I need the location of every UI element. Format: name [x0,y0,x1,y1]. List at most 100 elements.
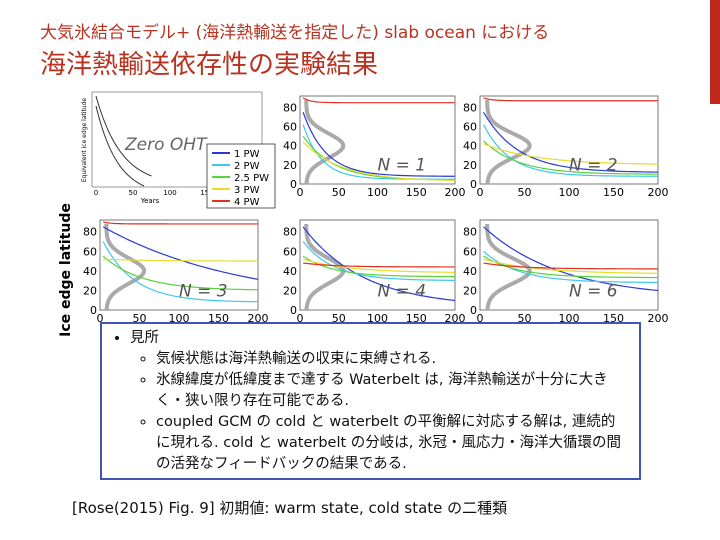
y-tick-label: 20 [83,284,97,297]
y-tick-label: 40 [83,265,97,278]
note-item: 気候状態は海洋熱輸送の収束に束縛される. [156,349,629,370]
x-tick-label: 200 [248,312,269,325]
gray-curve [104,223,147,311]
x-tick-label: 0 [97,312,104,325]
x-tick-label: 50 [518,186,532,199]
curve [483,226,659,292]
y-tick-label: 40 [283,140,297,153]
notes-heading: 見所 [130,328,629,349]
x-tick-label: 150 [406,312,427,325]
curve [483,140,659,175]
legend-label: 3 PW [234,185,260,196]
plot-frame [99,219,259,311]
accent-bar [710,0,720,104]
curve [103,258,259,262]
x-tick-label: 200 [445,312,466,325]
y-tick-label: 60 [283,121,297,134]
y-tick-label: 20 [283,159,297,172]
y-tick-label: 20 [463,159,477,172]
y-tick-label: 80 [83,226,97,239]
curve [483,250,659,283]
legend: 1 PW2 PW2.5 PW3 PW4 PW [206,143,276,209]
note-item: 氷線緯度が低緯度まで達する Waterbelt は, 海洋熱輸送が十分に大きく・… [156,370,629,412]
x-tick-label: 100 [559,312,580,325]
inset-y-label: Equivalent ice edge latitude [81,98,88,183]
subplot: 0 20 40 60 80 0 50 100 150 200 N = 3 [83,219,269,325]
x-tick-label: 100 [169,312,190,325]
curve [102,241,259,303]
x-tick-label: 50 [518,312,532,325]
x-tick-label: 0 [477,312,484,325]
y-tick-label: 80 [283,101,297,114]
y-tick-label: 40 [463,140,477,153]
x-tick-label: 50 [332,312,346,325]
curve [483,255,659,279]
subplot: 0 20 40 60 80 0 50 100 150 200 N = 1 [283,95,466,199]
y-axis-label: Ice edge latitude [58,203,74,337]
gray-curve [485,99,532,185]
y-tick-label: 0 [470,304,477,317]
y-tick-label: 0 [290,304,297,317]
inset-x-tick: 100 [163,189,176,197]
x-tick-label: 50 [332,186,346,199]
x-tick-label: 150 [406,186,427,199]
note-item: coupled GCM の cold と waterbelt の平衡解に対応する… [156,412,629,475]
inset-curve [95,105,145,187]
curve [302,97,455,104]
curve [302,141,456,182]
y-tick-label: 60 [463,121,477,134]
y-tick-label: 80 [283,226,297,239]
panel-label: N = 3 [179,281,228,301]
x-tick-label: 200 [648,186,669,199]
y-tick-label: 60 [463,245,477,258]
notes-box: 見所 気候状態は海洋熱輸送の収束に束縛される.氷線緯度が低緯度まで達する Wat… [100,322,641,480]
curve [303,262,456,268]
inset-label: Zero OHT [124,135,208,155]
x-tick-label: 100 [367,312,388,325]
curve [483,262,659,270]
panel-label: N = 6 [569,281,618,301]
plot-frame [299,95,456,185]
inset-curve [95,95,152,177]
curve [302,112,456,177]
y-tick-label: 40 [463,265,477,278]
x-tick-label: 0 [477,186,484,199]
y-tick-label: 80 [463,226,477,239]
y-tick-label: 0 [290,178,297,191]
inset-x-tick: 50 [129,189,138,197]
x-tick-label: 50 [133,312,147,325]
curve [302,241,456,281]
caption: [Rose(2015) Fig. 9] 初期値: warm state, col… [72,499,508,517]
inset-x-label: Years [140,197,160,205]
x-tick-label: 100 [559,186,580,199]
curve [483,143,659,165]
x-tick-label: 0 [297,186,304,199]
y-tick-label: 0 [90,304,97,317]
panel-label: N = 4 [378,281,427,301]
legend-label: 2.5 PW [234,173,269,184]
notes-list: 気候状態は海洋熱輸送の収束に束縛される.氷線緯度が低緯度まで達する Waterb… [130,349,629,475]
x-tick-label: 100 [367,186,388,199]
legend-label: 4 PW [234,197,260,208]
x-tick-label: 200 [648,312,669,325]
y-tick-label: 20 [463,284,477,297]
x-tick-label: 200 [445,186,466,199]
curve [302,255,456,278]
panel-label: N = 2 [569,156,618,176]
curve [483,258,659,274]
curve [103,221,258,225]
plot-frame [479,95,659,185]
y-tick-label: 80 [463,101,477,114]
curve [483,97,658,102]
x-tick-label: 0 [297,312,304,325]
legend-label: 1 PW [234,149,260,160]
y-tick-label: 40 [283,265,297,278]
y-tick-label: 60 [283,245,297,258]
y-tick-label: 60 [83,245,97,258]
y-tick-label: 20 [283,284,297,297]
inset-x-tick: 0 [94,189,98,197]
y-tick-label: 0 [470,178,477,191]
subplot: 0 20 40 60 80 0 50 100 150 200 N = 2 [463,95,669,199]
